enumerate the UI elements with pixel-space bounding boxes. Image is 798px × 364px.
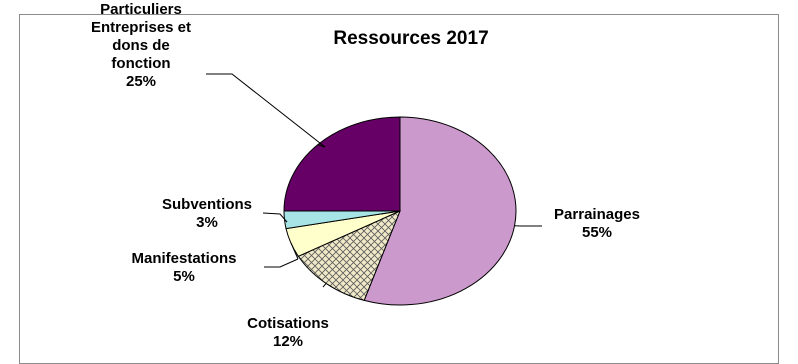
leader-tail-manifestations (264, 259, 298, 267)
pie-slice-dons (284, 117, 400, 211)
leader-line-cotisations (323, 283, 326, 287)
chart-title: Ressources 2017 (333, 28, 488, 49)
leader-tail-dons (206, 74, 325, 147)
leader-tail-subventions (263, 213, 287, 222)
